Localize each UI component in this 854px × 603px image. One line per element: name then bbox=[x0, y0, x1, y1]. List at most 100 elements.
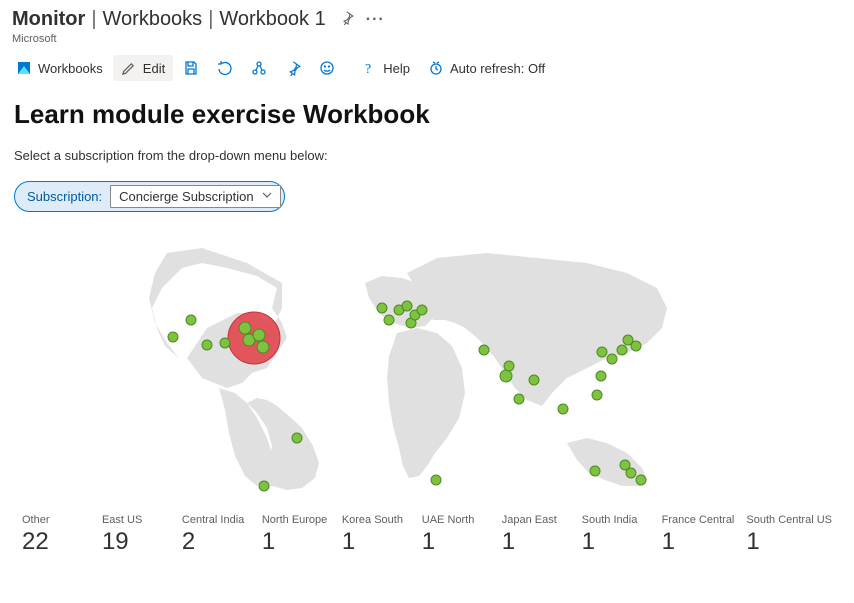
breadcrumb-name: Workbook 1 bbox=[219, 8, 325, 31]
map-marker[interactable] bbox=[431, 475, 441, 485]
region-stat[interactable]: Japan East 1 bbox=[496, 514, 576, 556]
share-icon bbox=[251, 60, 267, 76]
stat-value: 1 bbox=[662, 528, 735, 556]
map-marker[interactable] bbox=[514, 394, 524, 404]
map-marker[interactable] bbox=[596, 371, 606, 381]
region-stat[interactable]: East US 19 bbox=[96, 514, 176, 556]
subscription-label: Subscription: bbox=[27, 189, 102, 204]
map-marker[interactable] bbox=[377, 303, 387, 313]
feedback-button[interactable] bbox=[311, 55, 343, 81]
map-marker[interactable] bbox=[636, 475, 646, 485]
stat-label: North Europe bbox=[262, 514, 330, 526]
pin-button[interactable] bbox=[277, 55, 309, 81]
map-marker[interactable] bbox=[558, 404, 568, 414]
map-marker[interactable] bbox=[504, 361, 514, 371]
map-marker[interactable] bbox=[168, 332, 178, 342]
map-marker[interactable] bbox=[500, 370, 512, 382]
stat-label: Central India bbox=[182, 514, 250, 526]
more-icon[interactable]: ··· bbox=[366, 11, 385, 29]
workbooks-button[interactable]: Workbooks bbox=[8, 55, 111, 81]
map-marker[interactable] bbox=[220, 338, 230, 348]
region-stat[interactable]: North Europe 1 bbox=[256, 514, 336, 556]
map-marker[interactable] bbox=[592, 390, 602, 400]
landmass bbox=[387, 328, 465, 478]
svg-text:?: ? bbox=[365, 62, 371, 76]
map-marker[interactable] bbox=[479, 345, 489, 355]
region-stat[interactable]: South Central US1 bbox=[740, 514, 838, 556]
instruction-text: Select a subscription from the drop-down… bbox=[14, 148, 840, 163]
map-marker[interactable] bbox=[529, 375, 539, 385]
pencil-icon bbox=[121, 60, 137, 76]
breadcrumb-separator: | bbox=[208, 8, 213, 31]
stat-label: Korea South bbox=[342, 514, 410, 526]
auto-refresh-label: Auto refresh: Off bbox=[450, 61, 545, 76]
stat-value: 19 bbox=[102, 528, 170, 556]
map-marker[interactable] bbox=[186, 315, 196, 325]
world-map bbox=[14, 228, 840, 508]
breadcrumb: Monitor | Workbooks | Workbook 1 ··· bbox=[12, 8, 842, 31]
clock-icon bbox=[428, 60, 444, 76]
pin-icon[interactable] bbox=[340, 11, 354, 28]
undo-button[interactable] bbox=[209, 55, 241, 81]
stat-value: 1 bbox=[746, 528, 832, 556]
save-icon bbox=[183, 60, 199, 76]
stat-label: South India bbox=[582, 514, 650, 526]
undo-icon bbox=[217, 60, 233, 76]
map-marker[interactable] bbox=[607, 354, 617, 364]
help-button[interactable]: ? Help bbox=[353, 55, 418, 81]
region-stat[interactable]: Korea South 1 bbox=[336, 514, 416, 556]
stat-value: 22 bbox=[22, 528, 90, 556]
stat-label: France Central bbox=[662, 514, 735, 526]
subscription-dropdown[interactable]: Concierge Subscription bbox=[110, 185, 280, 208]
help-icon: ? bbox=[361, 60, 377, 76]
subscription-value: Concierge Subscription bbox=[119, 189, 253, 204]
save-button[interactable] bbox=[175, 55, 207, 81]
stat-value: 1 bbox=[582, 528, 650, 556]
map-marker[interactable] bbox=[631, 341, 641, 351]
map-marker[interactable] bbox=[590, 466, 600, 476]
edit-button[interactable]: Edit bbox=[113, 55, 173, 81]
help-label: Help bbox=[383, 61, 410, 76]
map-marker[interactable] bbox=[626, 468, 636, 478]
map-marker[interactable] bbox=[417, 305, 427, 315]
region-stat[interactable]: Other 22 bbox=[16, 514, 96, 556]
edit-label: Edit bbox=[143, 61, 165, 76]
map-marker[interactable] bbox=[202, 340, 212, 350]
workbooks-label: Workbooks bbox=[38, 61, 103, 76]
region-stats-row: Other22East US19Central India2North Euro… bbox=[14, 514, 840, 556]
map-marker[interactable] bbox=[617, 345, 627, 355]
workbooks-icon bbox=[16, 60, 32, 76]
stat-label: East US bbox=[102, 514, 170, 526]
breadcrumb-root[interactable]: Monitor bbox=[12, 8, 85, 31]
region-stat[interactable]: Central India2 bbox=[176, 514, 256, 556]
landmass bbox=[567, 438, 647, 486]
smiley-icon bbox=[319, 60, 335, 76]
map-marker[interactable] bbox=[257, 341, 269, 353]
map-marker[interactable] bbox=[597, 347, 607, 357]
stat-value: 1 bbox=[502, 528, 570, 556]
stat-label: Other bbox=[22, 514, 90, 526]
stat-value: 1 bbox=[262, 528, 330, 556]
toolbar: Workbooks Edit ? Help bbox=[0, 51, 854, 85]
map-marker[interactable] bbox=[253, 329, 265, 341]
content: Learn module exercise Workbook Select a … bbox=[0, 85, 854, 562]
subscription-parameter: Subscription: Concierge Subscription bbox=[14, 181, 285, 212]
stat-label: Japan East bbox=[502, 514, 570, 526]
auto-refresh-button[interactable]: Auto refresh: Off bbox=[420, 55, 553, 81]
region-stat[interactable]: France Central 1 bbox=[656, 514, 741, 556]
map-marker[interactable] bbox=[384, 315, 394, 325]
map-marker[interactable] bbox=[239, 322, 251, 334]
breadcrumb-section[interactable]: Workbooks bbox=[103, 8, 203, 31]
pin-icon bbox=[285, 60, 301, 76]
map-marker[interactable] bbox=[259, 481, 269, 491]
share-button[interactable] bbox=[243, 55, 275, 81]
region-stat[interactable]: South India 1 bbox=[576, 514, 656, 556]
stat-value: 1 bbox=[342, 528, 410, 556]
region-stat[interactable]: UAE North1 bbox=[416, 514, 496, 556]
page-title: Learn module exercise Workbook bbox=[14, 99, 840, 130]
map-marker[interactable] bbox=[402, 301, 412, 311]
stat-label: UAE North bbox=[422, 514, 490, 526]
header-subtitle: Microsoft bbox=[12, 33, 842, 45]
map-marker[interactable] bbox=[292, 433, 302, 443]
chevron-down-icon bbox=[262, 190, 272, 203]
